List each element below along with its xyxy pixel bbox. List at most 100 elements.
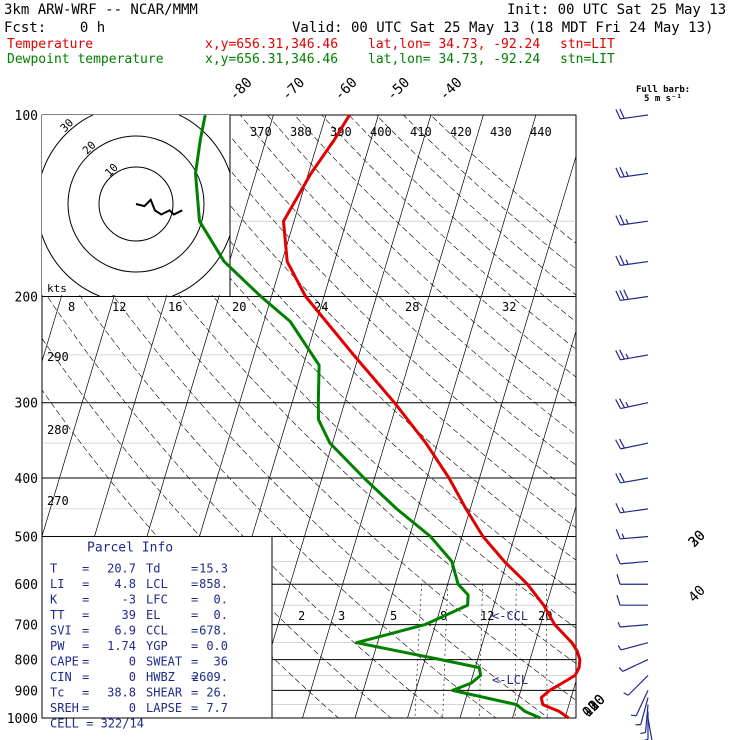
dry-adiabat <box>239 115 576 436</box>
parcel-value: 15.3 <box>199 561 228 575</box>
barb-staff <box>620 560 649 565</box>
barb-staff <box>640 697 649 725</box>
parcel-eq: = <box>191 701 198 715</box>
forecast-hour: Fcst: 0 h <box>4 20 106 36</box>
barb-staff <box>622 659 649 672</box>
barb-half <box>640 731 646 735</box>
parcel-value: 678. <box>199 623 228 637</box>
dry-adiabat <box>321 115 576 350</box>
isotherm <box>459 330 576 718</box>
pressure-tick-label: 1000 <box>7 712 38 727</box>
dry-adiabat <box>42 146 576 701</box>
parcel-value: 2609. <box>192 670 228 684</box>
barb-flag <box>615 215 621 226</box>
wind-barb <box>647 717 653 740</box>
theta-label: 410 <box>410 125 432 139</box>
pressure-tick-label: 200 <box>15 291 38 306</box>
parcel-eq: = <box>191 654 198 668</box>
mixing-ratio-label: 20 <box>232 300 246 314</box>
isotherm-label: -70 <box>279 75 308 104</box>
mixing-ratio-line <box>414 584 422 718</box>
dry-adiabat <box>403 115 576 270</box>
barb-staff <box>620 508 649 514</box>
parcel-label: CCL <box>146 623 168 637</box>
parcel-value: -3 <box>122 592 136 606</box>
barb-staff <box>620 220 649 226</box>
barb-half <box>625 401 629 408</box>
barb-staff <box>620 114 649 120</box>
wind-barb <box>615 167 649 178</box>
mixing-ratio-label-lower: 5 <box>390 609 397 623</box>
barb-staff <box>620 172 649 178</box>
barb-staff <box>644 704 649 733</box>
isotherm <box>614 87 740 730</box>
parcel-label: SREH <box>50 701 79 715</box>
parcel-value: 39 <box>122 608 136 622</box>
barb-flag <box>615 473 621 484</box>
dry-adiabat <box>42 337 392 718</box>
barb-flag <box>618 398 626 408</box>
barb-staff <box>627 675 649 696</box>
wind-barb <box>630 690 649 717</box>
parcel-value: 1.74 <box>107 639 136 653</box>
parcel-value: 4.8 <box>114 577 136 591</box>
parcel-eq: = <box>82 685 89 699</box>
parcel-eq: = <box>191 561 198 575</box>
pressure-tick-label: 100 <box>15 109 38 124</box>
wind-barb <box>617 621 649 628</box>
mixing-ratio-line <box>546 584 548 718</box>
parcel-eq: = <box>82 608 89 622</box>
isotherm-label: 30 <box>686 528 709 551</box>
barb-flag <box>619 167 625 178</box>
mixing-ratio-line <box>514 584 517 718</box>
valid-time: Valid: 00 UTC Sat 25 May 13 (18 MDT Fri … <box>292 20 714 36</box>
wind-barb <box>615 349 649 361</box>
parcel-value: 20.7 <box>107 561 136 575</box>
parcel-label: Tc <box>50 685 64 699</box>
isotherm <box>302 115 484 718</box>
legend-latlon-0: lat,lon= 34.73, -92.24 <box>368 37 540 52</box>
parcel-value: 0 <box>129 654 136 668</box>
parcel-eq: = <box>82 623 89 637</box>
parcel-label: LFC <box>146 592 168 606</box>
wind-barb <box>618 659 649 672</box>
parcel-eq: = <box>191 685 198 699</box>
isotherm <box>719 87 740 730</box>
parcel-value: 0 <box>129 670 136 684</box>
parcel-eq: = <box>82 654 89 668</box>
dewpoint-profile <box>194 114 541 720</box>
isotherm-label: -50 <box>384 75 413 104</box>
pressure-tick-label: 500 <box>15 530 38 545</box>
dry-adiabat <box>42 287 444 718</box>
parcel-label: LI <box>50 577 64 591</box>
barb-flag <box>615 290 621 301</box>
wind-barb <box>640 704 649 735</box>
barb-staff <box>620 535 649 540</box>
legend: Temperature x,y=656.31,346.46 lat,lon= 34.… <box>7 37 615 67</box>
mixing-ratio-label-lower: 12 <box>480 609 494 623</box>
dry-adiabat <box>76 115 576 629</box>
barb-flag <box>616 595 621 606</box>
dry-adiabat <box>49 115 576 664</box>
barb-staff <box>647 717 653 740</box>
mixing-ratio-line <box>479 584 483 718</box>
wind-barb <box>615 255 649 267</box>
parcel-label: CIN <box>50 670 72 684</box>
parcel-eq: = <box>82 639 89 653</box>
legend-xy-0: x,y=656.31,346.46 <box>205 37 338 52</box>
barb-flag <box>615 439 622 450</box>
parcel-label: HWBZ <box>146 670 175 684</box>
barb-note-line2: 5 m s⁻¹ <box>644 94 682 104</box>
theta-label: 420 <box>450 125 472 139</box>
legend-latlon-1: lat,lon= 34.73, -92.24 <box>368 52 540 67</box>
wind-barb <box>616 574 648 585</box>
legend-label-1: Dewpoint temperature <box>7 52 164 67</box>
sounding-profiles: <-CCL <-LCL <box>194 114 582 720</box>
barb-half <box>630 714 637 717</box>
barb-flag <box>615 503 621 514</box>
barb-half <box>625 259 629 265</box>
parcel-label: SHEAR <box>146 685 183 699</box>
speed-ring <box>67 135 205 273</box>
ccl-annotation: <-CCL <box>492 609 528 623</box>
